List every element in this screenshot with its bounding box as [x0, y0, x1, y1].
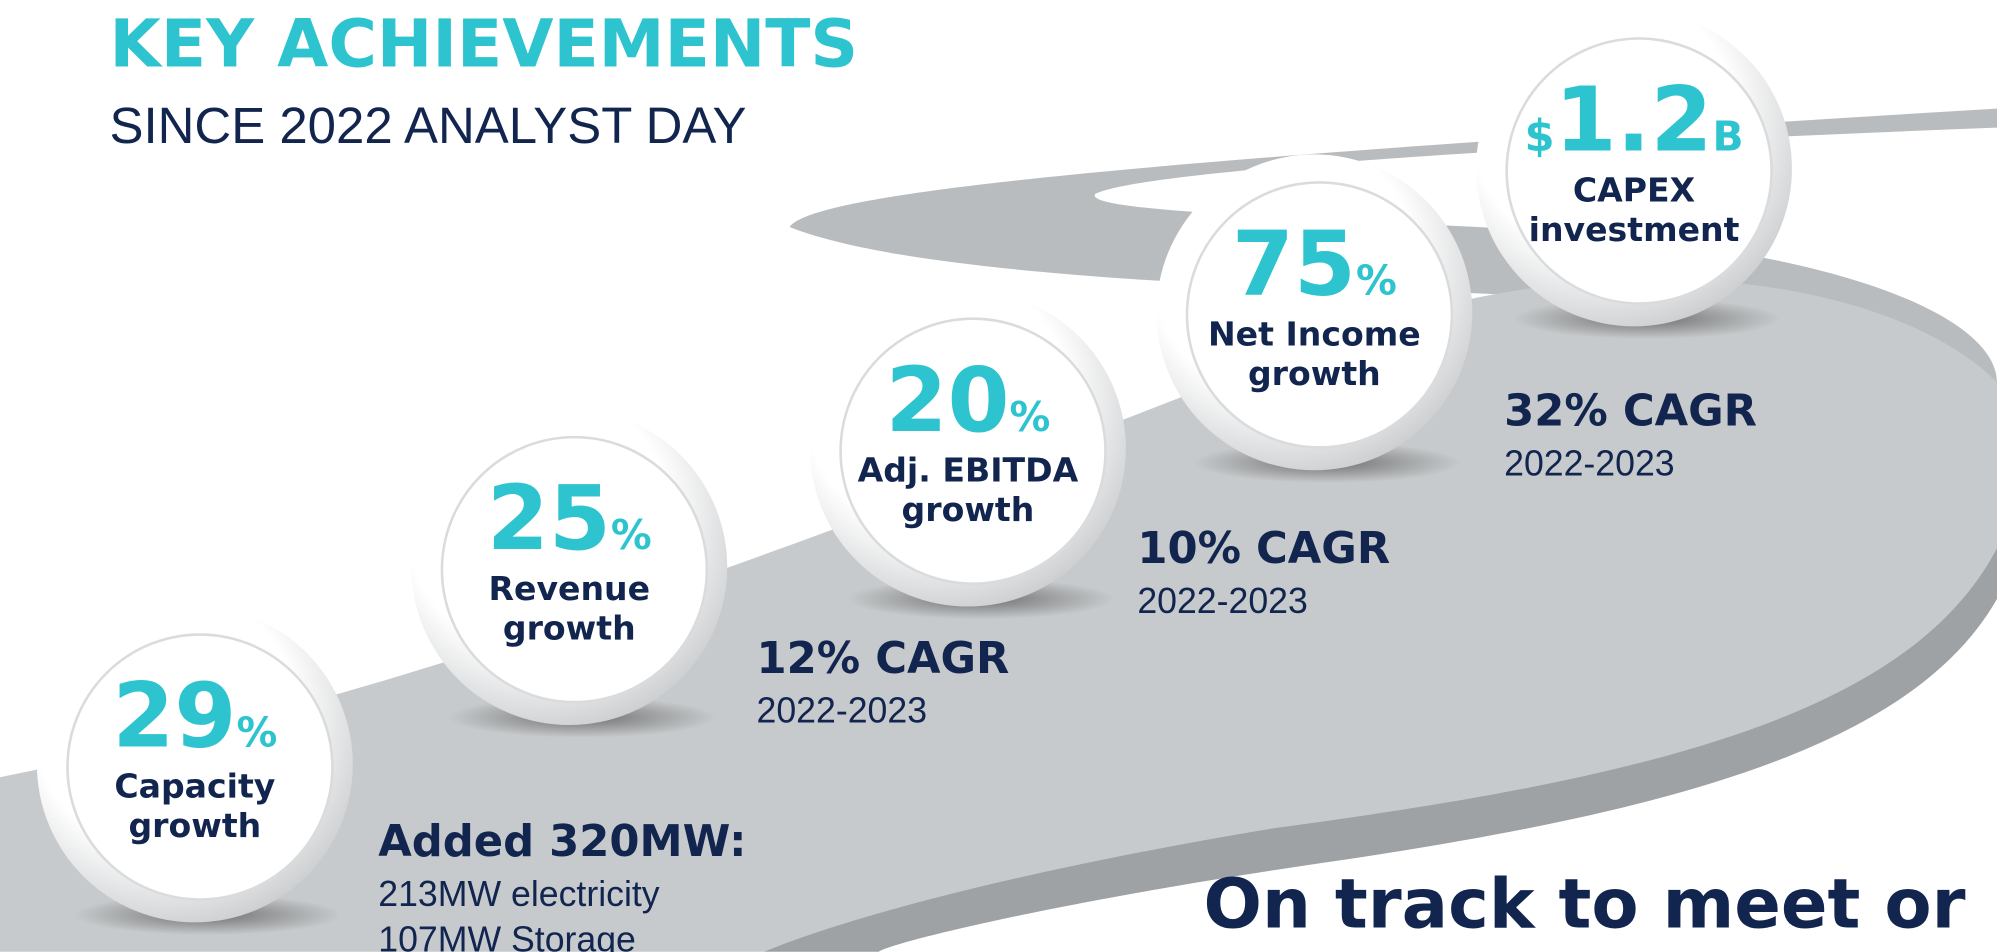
metric-unit: %: [236, 709, 277, 757]
metric-label: Net Income: [1208, 314, 1421, 353]
metric-label: Capacity: [114, 767, 275, 806]
note-line: 2022-2023: [1137, 581, 1308, 621]
footer: On track to meet or: [1204, 864, 1966, 944]
metric-label: growth: [503, 609, 636, 648]
metric-value: 20: [885, 349, 1009, 453]
metric-label: growth: [902, 490, 1035, 529]
metric-label: Adj. EBITDA: [858, 451, 1079, 490]
metric-value: 75: [1232, 213, 1356, 317]
metric-value: 29: [112, 665, 236, 769]
metric-unit: %: [1010, 393, 1051, 441]
metric-label: Revenue: [489, 569, 651, 608]
metric-label: CAPEX: [1573, 171, 1695, 210]
note-line: 2022-2023: [1504, 443, 1675, 483]
note-line: 107MW Storage: [378, 920, 636, 952]
note-line: 213MW electricity: [378, 874, 660, 914]
metric-unit: %: [1356, 257, 1397, 305]
metric-unit: %: [611, 511, 652, 559]
note-heading: 32% CAGR: [1504, 387, 1757, 437]
note-line: 2022-2023: [757, 690, 928, 730]
metric-unit: B: [1713, 113, 1744, 161]
metric-label: growth: [1248, 354, 1381, 393]
metric-label: growth: [128, 806, 261, 845]
subtitle: SINCE 2022 ANALYST DAY: [110, 97, 747, 154]
metric: $1.2B: [1524, 69, 1743, 173]
note-heading: Added 320MW:: [378, 817, 746, 867]
note-heading: 10% CAGR: [1137, 524, 1390, 574]
metric-value: 1.2: [1555, 69, 1713, 173]
title: KEY ACHIEVEMENTS: [110, 6, 859, 83]
metric-prefix: $: [1524, 112, 1554, 162]
note-heading: 12% CAGR: [757, 634, 1010, 684]
infographic: KEY ACHIEVEMENTS SINCE 2022 ANALYST DAY …: [0, 0, 1997, 952]
metric-value: 25: [487, 467, 611, 571]
metric-label: investment: [1529, 210, 1740, 249]
